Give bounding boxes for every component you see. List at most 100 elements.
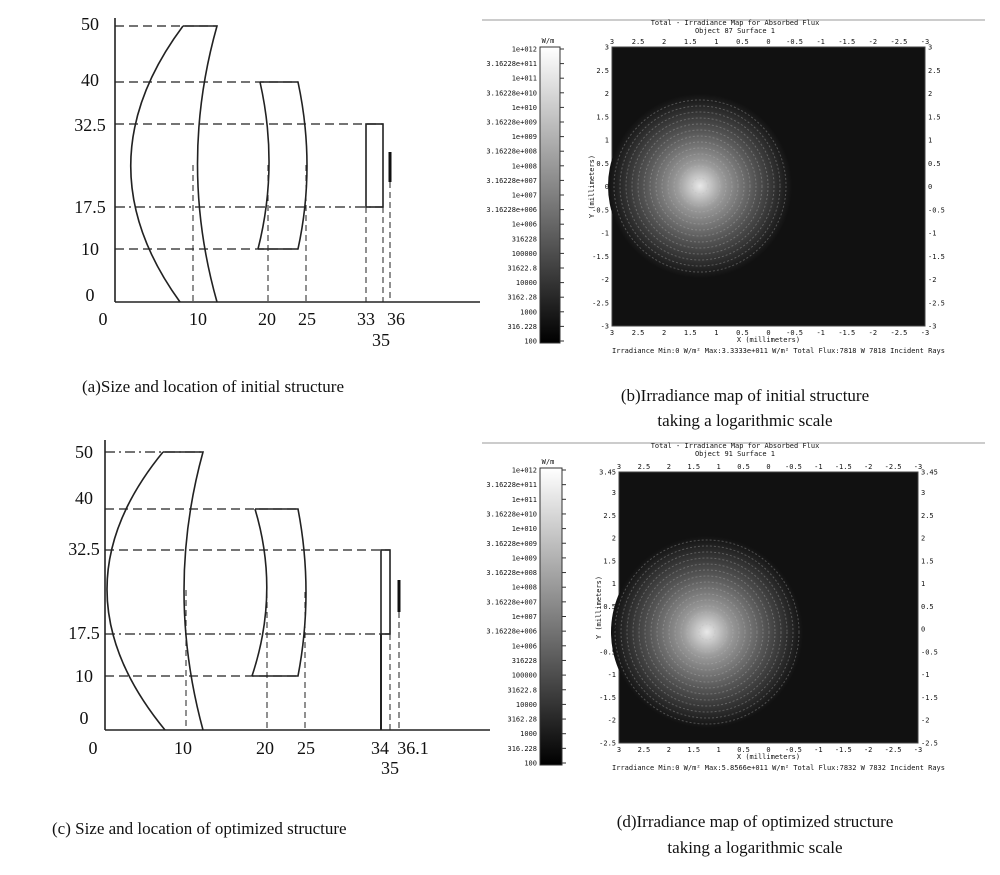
y-tick-label: -2.5 xyxy=(921,740,938,748)
x-axis-label: X (millimeters) xyxy=(737,336,800,344)
colorbar-label: 1e+008 xyxy=(512,162,537,170)
colorbar-label: 1e+012 xyxy=(512,467,537,475)
colorbar-label: 3.16228e+011 xyxy=(486,60,537,68)
colorbar-label: 1e+009 xyxy=(512,133,537,141)
colorbar-label: 1e+009 xyxy=(512,554,537,562)
colorbar-label: 100000 xyxy=(512,250,537,258)
irradiance-ring xyxy=(691,177,709,195)
irradiance-ring xyxy=(679,165,721,207)
x-tick-label: -1.5 xyxy=(835,463,852,471)
colorbar-label: 3.16228e+009 xyxy=(486,540,537,548)
x-tick-label: -2.5 xyxy=(885,463,902,471)
colorbar-label: 1e+011 xyxy=(512,496,537,504)
y-tick-label: 1 xyxy=(612,580,616,588)
y-tick-label: 32.5 xyxy=(68,539,100,559)
x-tick-label: 1.5 xyxy=(684,38,697,46)
colorbar-label: 31622.8 xyxy=(507,686,537,694)
irradiance-ring xyxy=(685,171,715,201)
x-tick-label: 0.5 xyxy=(736,38,749,46)
colorbar-label: 3.16228e+006 xyxy=(486,628,537,636)
irradiance-ring xyxy=(649,135,751,237)
y-tick-label: -2 xyxy=(921,717,929,725)
colorbar-label: 3.16228e+009 xyxy=(486,119,537,127)
caption: (c) Size and location of optimized struc… xyxy=(52,819,347,838)
colorbar-label: 316228 xyxy=(512,657,537,665)
x-tick-label: 2 xyxy=(667,746,671,754)
x-tick-label: -0.5 xyxy=(785,746,802,754)
x-tick-label: 0.5 xyxy=(737,746,750,754)
colorbar-label: 10000 xyxy=(516,279,537,287)
irradiance-ring xyxy=(692,617,722,647)
colorbar-label: 100 xyxy=(524,338,537,346)
x-tick-label: 0.5 xyxy=(736,329,749,337)
y-tick-label: 2 xyxy=(612,535,616,543)
x-tick-label: 2 xyxy=(662,329,666,337)
irradiance-ring xyxy=(662,587,752,677)
x-tick-label: 3 xyxy=(617,746,621,754)
structure-a xyxy=(114,18,480,303)
x-tick-label: 35 xyxy=(381,758,399,778)
y-tick-label: 1.5 xyxy=(603,557,616,565)
x-tick-label: 35 xyxy=(372,330,390,350)
y-tick-label: -1 xyxy=(608,671,616,679)
irradiance-ring xyxy=(673,159,727,213)
y-tick-label: 1.5 xyxy=(921,557,934,565)
x-tick-label: -1 xyxy=(814,463,822,471)
x-tick-label: 1 xyxy=(714,38,718,46)
colorbar-label: 316.228 xyxy=(507,745,537,753)
y-tick-label: -3 xyxy=(928,323,936,331)
y-tick-label: -1 xyxy=(601,230,609,238)
x-tick-label: 0 xyxy=(89,738,98,758)
colorbar-label: 1e+006 xyxy=(512,221,537,229)
caption: (a)Size and location of initial structur… xyxy=(82,377,344,396)
y-tick-label: -0.5 xyxy=(928,206,945,214)
y-tick-label: 0.5 xyxy=(596,160,609,168)
y-tick-label: 10 xyxy=(75,666,93,686)
x-tick-label: -0.5 xyxy=(786,38,803,46)
colorbar-label: 316.228 xyxy=(507,323,537,331)
y-tick-label: 3 xyxy=(921,489,925,497)
x-tick-label: -3 xyxy=(914,463,922,471)
colorbar-label: 1e+006 xyxy=(512,642,537,650)
colorbar-label: 3.16228e+010 xyxy=(486,510,537,518)
x-tick-label: 0.5 xyxy=(737,463,750,471)
irradiance-ring xyxy=(655,141,745,231)
x-tick-label: -1 xyxy=(816,38,824,46)
y-tick-label: 2.5 xyxy=(921,512,934,520)
x-tick-label: 2.5 xyxy=(638,463,651,471)
y-tick-label: 40 xyxy=(81,70,99,90)
y-tick-label: -1.5 xyxy=(592,253,609,261)
x-tick-label: 36.1 xyxy=(397,738,429,758)
map-footer: Irradiance Min:0 W/m² Max:5.8566e+011 W/… xyxy=(612,764,945,772)
y-axis-label: Y (millimeters) xyxy=(588,155,596,218)
colorbar-label: 1000 xyxy=(520,730,537,738)
x-tick-label: -2 xyxy=(864,463,872,471)
caption: taking a logarithmic scale xyxy=(667,838,842,857)
x-tick-label: 36 xyxy=(387,309,405,329)
caption: (b)Irradiance map of initial structure xyxy=(621,386,869,405)
y-tick-label: 1.5 xyxy=(596,113,609,121)
x-tick-label: 10 xyxy=(174,738,192,758)
colorbar xyxy=(539,46,561,344)
y-tick-label: 2.5 xyxy=(928,67,941,75)
colorbar-label: 1e+011 xyxy=(512,75,537,83)
irradiance-ring xyxy=(674,599,740,665)
x-tick-label: -0.5 xyxy=(785,463,802,471)
irradiance-ring xyxy=(638,563,776,701)
irradiance-ring xyxy=(686,611,728,653)
y-tick-label: 50 xyxy=(75,442,93,462)
colorbar-label: 3.16228e+007 xyxy=(486,177,537,185)
x-tick-label: -2.5 xyxy=(890,38,907,46)
y-tick-label: 17.5 xyxy=(74,197,106,217)
x-tick-label: -1.5 xyxy=(835,746,852,754)
y-tick-label: 0 xyxy=(86,285,95,305)
y-tick-label: -1.5 xyxy=(599,694,616,702)
x-tick-label: 0 xyxy=(766,746,770,754)
y-tick-label: 1 xyxy=(921,580,925,588)
x-tick-label: -3 xyxy=(921,38,929,46)
y-tick-label: -1 xyxy=(928,230,936,238)
x-tick-label: 3 xyxy=(610,329,614,337)
colorbar-label: 1e+007 xyxy=(512,192,537,200)
x-tick-label: 2.5 xyxy=(638,746,651,754)
